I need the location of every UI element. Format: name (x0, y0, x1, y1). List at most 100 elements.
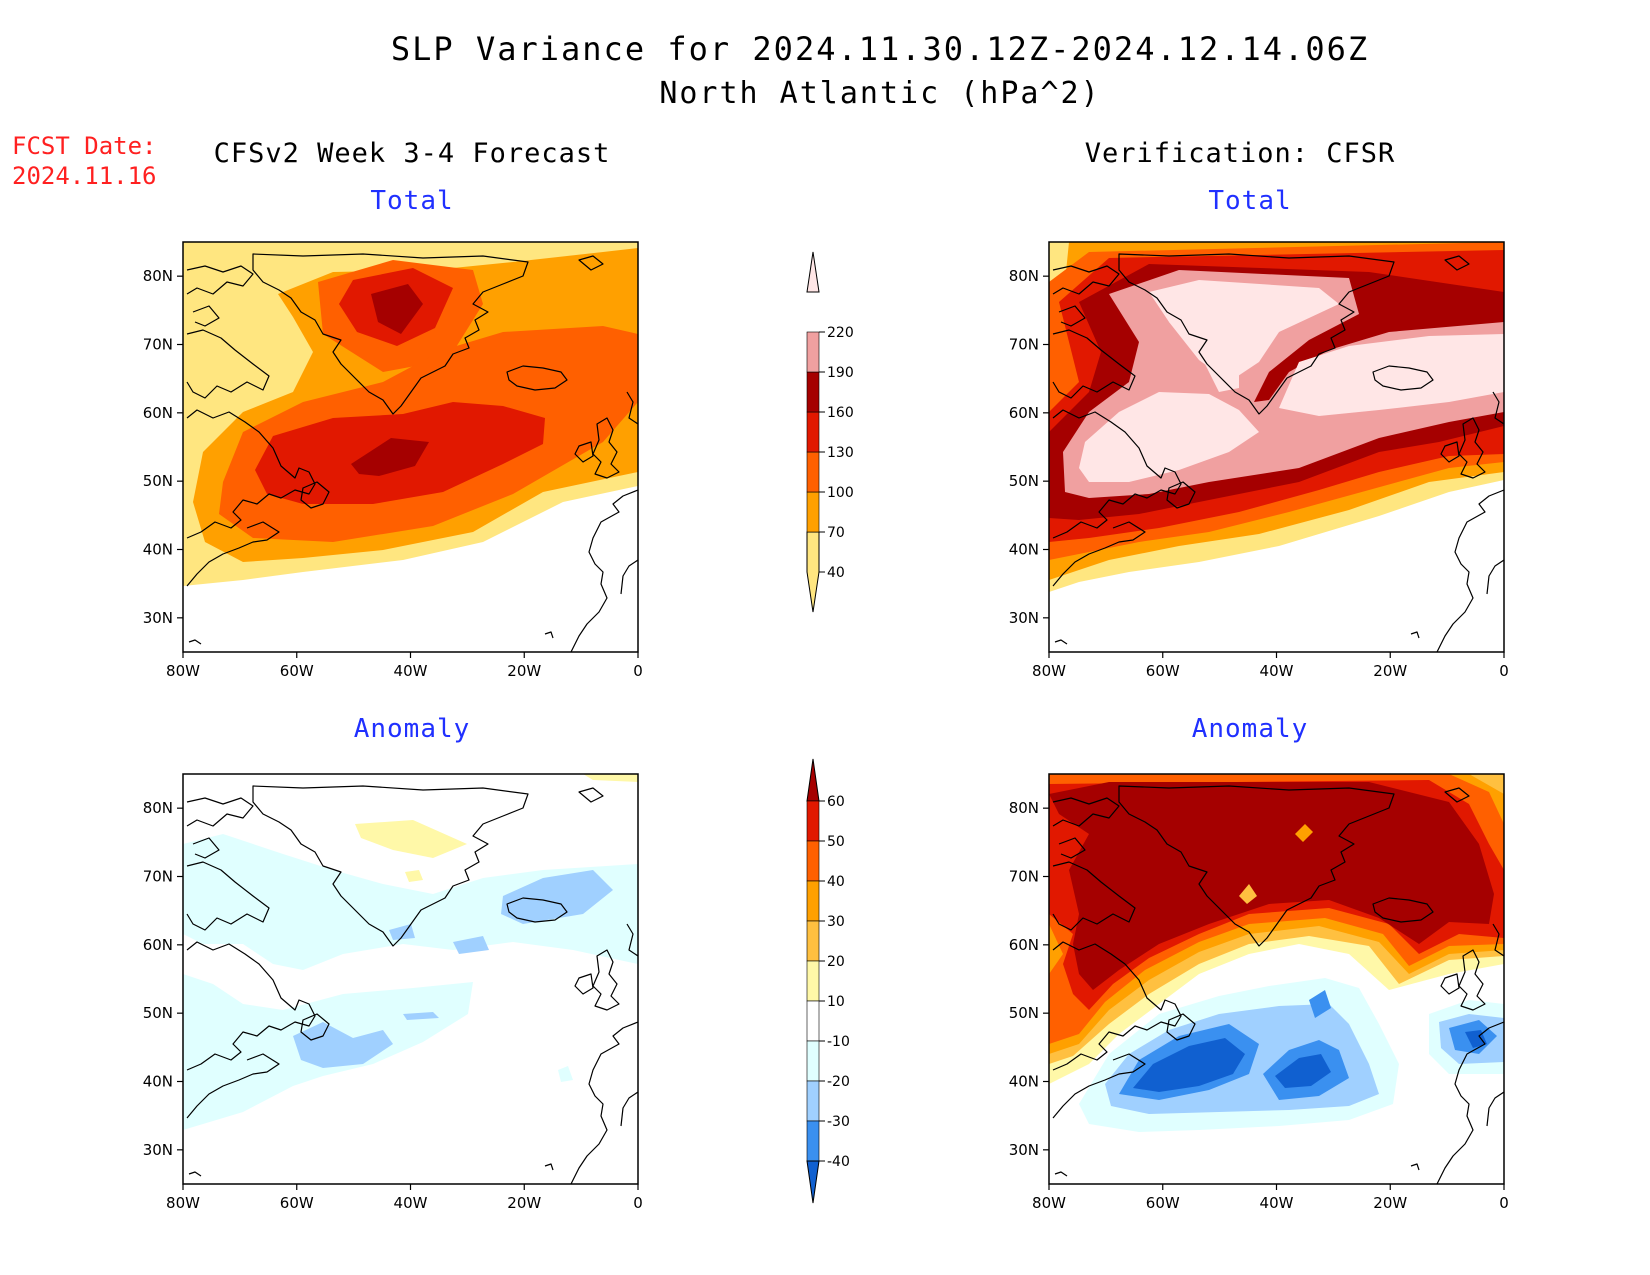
lat-tick-label: 80N (1009, 267, 1039, 285)
lon-tick-label: 40W (1260, 662, 1294, 680)
verification-total-subtitle: Total (1208, 186, 1292, 216)
colorbar-total-label: 70 (827, 525, 845, 541)
colorbar-total-label: 160 (827, 405, 854, 421)
colorbar-total-label: 100 (827, 485, 854, 501)
forecast-total-subtitle: Total (370, 186, 454, 216)
verification-total-axes: 80N 70N 60N 50N 40N 30N 80W 60W 40W 20W 0 (1009, 267, 1509, 680)
lon-tick-label: 60W (1146, 1194, 1180, 1212)
colorbar-anomaly-label: 10 (827, 994, 845, 1010)
lat-tick-label: 40N (143, 541, 173, 559)
lat-tick-label: 70N (143, 868, 173, 886)
lat-tick-label: 60N (1009, 936, 1039, 954)
colorbar-anomaly-label: 30 (827, 914, 845, 930)
fcst-date-value: 2024.11.16 (12, 162, 157, 190)
lat-tick-label: 60N (1009, 404, 1039, 422)
colorbar-total-label: 130 (827, 445, 854, 461)
lon-tick-label: 0 (633, 1194, 643, 1212)
lon-tick-label: 40W (394, 662, 428, 680)
colorbar-total-segment (806, 411, 820, 453)
lat-tick-label: 70N (143, 336, 173, 354)
lat-tick-label: 80N (1009, 799, 1039, 817)
colorbar-anomaly-segment (806, 840, 820, 882)
verification-anomaly-subtitle: Anomaly (1191, 714, 1309, 744)
colorbar-total-segment (806, 491, 820, 533)
lon-tick-label: 0 (1499, 1194, 1509, 1212)
lat-tick-label: 40N (1009, 1073, 1039, 1091)
lat-tick-label: 80N (143, 267, 173, 285)
figure-title-line2: North Atlantic (hPa^2) (659, 76, 1101, 111)
lat-tick-label: 50N (143, 1004, 173, 1022)
lon-tick-label: 80W (1032, 1194, 1066, 1212)
colorbar-anomaly-label: 60 (827, 794, 845, 810)
figure-title-line1: SLP Variance for 2024.11.30.12Z-2024.12.… (390, 30, 1370, 68)
colorbar-anomaly: 60 50 40 30 20 10 -10 -20 -30 -40 (806, 758, 850, 1204)
forecast-anomaly-map (182, 773, 639, 1185)
colorbar-anomaly-label: -10 (827, 1034, 850, 1050)
colorbar-anomaly-segment (806, 1120, 820, 1162)
colorbar-anomaly-label: 40 (827, 874, 845, 890)
colorbar-anomaly-label: -40 (827, 1154, 850, 1170)
lat-tick-label: 40N (1009, 541, 1039, 559)
lon-tick-label: 0 (633, 662, 643, 680)
colorbar-anomaly-segment (806, 758, 820, 802)
lon-tick-label: 20W (1373, 662, 1407, 680)
colorbar-total-label: 220 (827, 325, 854, 341)
forecast-anomaly-axes: 80N 70N 60N 50N 40N 30N 80W 60W 40W 20W 0 (143, 799, 643, 1212)
colorbar-anomaly-segment (806, 960, 820, 1002)
colorbar-anomaly-label: -30 (827, 1114, 850, 1130)
colorbar-total-segment (806, 371, 820, 413)
forecast-total-axes: 80N 70N 60N 50N 40N 30N 80W 60W 40W 20W 0 (143, 267, 643, 680)
colorbar-anomaly-segment (806, 800, 820, 842)
lon-tick-label: 20W (507, 662, 541, 680)
colorbar-total-segment (806, 451, 820, 493)
lon-tick-label: 80W (166, 662, 200, 680)
forecast-total-map (182, 241, 639, 653)
lon-tick-label: 60W (280, 1194, 314, 1212)
colorbar-anomaly-segment (806, 880, 820, 922)
lat-tick-label: 70N (1009, 336, 1039, 354)
lon-tick-label: 20W (1373, 1194, 1407, 1212)
lat-tick-label: 30N (1009, 609, 1039, 627)
verification-total-map (1048, 241, 1505, 653)
colorbar-anomaly-segment (806, 1160, 820, 1204)
lon-tick-label: 0 (1499, 662, 1509, 680)
lon-tick-label: 60W (1146, 662, 1180, 680)
lat-tick-label: 30N (143, 1141, 173, 1159)
colorbar-total-segment (806, 251, 820, 293)
fcst-date-label: FCST Date: (12, 132, 157, 160)
colorbar-anomaly-segment (806, 1040, 820, 1082)
verification-anomaly-axes: 80N 70N 60N 50N 40N 30N 80W 60W 40W 20W 0 (1009, 799, 1509, 1212)
colorbar-anomaly-segment (806, 1000, 820, 1042)
lat-tick-label: 30N (143, 609, 173, 627)
verification-anomaly-map (1048, 773, 1505, 1185)
lat-tick-label: 80N (143, 799, 173, 817)
lat-tick-label: 30N (1009, 1141, 1039, 1159)
lat-tick-label: 50N (1009, 472, 1039, 490)
lon-tick-label: 40W (394, 1194, 428, 1212)
lon-tick-label: 80W (166, 1194, 200, 1212)
lon-tick-label: 20W (507, 1194, 541, 1212)
colorbar-anomaly-segment (806, 920, 820, 962)
colorbar-total-label: 190 (827, 365, 854, 381)
lat-tick-label: 40N (143, 1073, 173, 1091)
colorbar-anomaly-label: -20 (827, 1074, 850, 1090)
colorbar-total-label: 40 (827, 565, 845, 581)
colorbar-anomaly-segment (806, 1080, 820, 1122)
forecast-column-title: CFSv2 Week 3-4 Forecast (213, 138, 611, 169)
colorbar-total-segment (806, 531, 820, 613)
lon-tick-label: 40W (1260, 1194, 1294, 1212)
colorbar-total-segment (806, 331, 820, 373)
lat-tick-label: 50N (1009, 1004, 1039, 1022)
lat-tick-label: 50N (143, 472, 173, 490)
forecast-anomaly-subtitle: Anomaly (353, 714, 471, 744)
colorbar-anomaly-label: 20 (827, 954, 845, 970)
colorbar-total: 40 70 100 130 160 190 220 (806, 251, 854, 613)
lat-tick-label: 70N (1009, 868, 1039, 886)
lat-tick-label: 60N (143, 936, 173, 954)
lat-tick-label: 60N (143, 404, 173, 422)
lon-tick-label: 80W (1032, 662, 1066, 680)
axes-layer: 80N 70N 60N 50N 40N 30N 80W 60W 40W 20W 0 80N 70N 60N… (143, 267, 1509, 1212)
verification-column-title: Verification: CFSR (1084, 138, 1396, 169)
colorbar-anomaly-label: 50 (827, 834, 845, 850)
